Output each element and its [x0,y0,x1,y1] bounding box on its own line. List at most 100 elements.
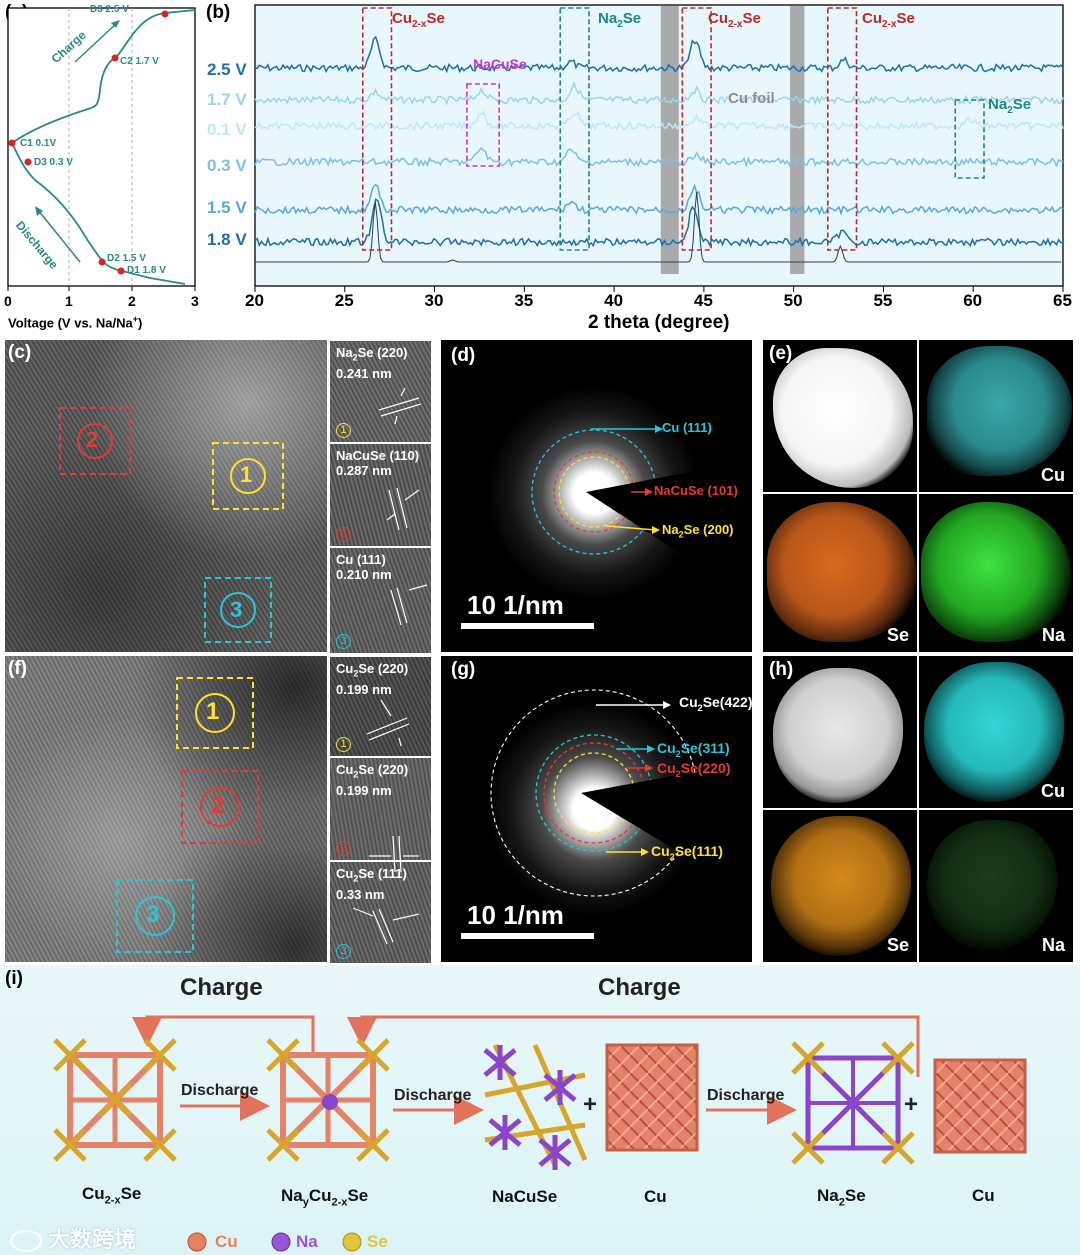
xrd-xtick-label-0: 20 [245,291,264,310]
f-region-2: 2 [211,792,225,819]
box-na2se-2 [954,99,985,179]
xrd-series-3 [254,146,1064,169]
label-c1-01v: C1 0.1V [20,138,57,149]
point-d2-15 [98,258,106,266]
f-inset-fringes [352,699,420,945]
c-region-1: 1 [240,462,253,487]
g-ring-311: Cu2Se(311) [657,740,730,759]
legend-cu-dot [187,1232,207,1252]
ann-cu-foil: Cu foil [728,90,775,107]
xrd-series-5 [254,198,1064,248]
scheme-label-cu-2: Cu [972,1186,995,1205]
c-inset-1: Na2Se (220) 0.241 nm 1 [329,340,432,443]
point-d3-03 [24,158,32,166]
scheme-discharge-3: Discharge [707,1087,785,1104]
panel-e-se-map: Se [763,494,917,652]
watermark: 大数跨境 [10,1222,136,1254]
panel-label-b: (b) [206,2,231,23]
scheme-charge-1: Charge [180,974,263,1001]
scheme-discharge-1: Discharge [181,1082,259,1099]
xrd-chart [254,4,1064,292]
a-xtick-2: 2 [128,293,136,309]
a-xtick-1: 1 [65,293,73,309]
c-inset-1-num: 1 [336,423,351,438]
panel-h-cu-map: Cu [919,656,1073,808]
a-xtick-3: 3 [191,293,199,309]
scheme-label-na2se: Na2Se [817,1186,866,1209]
label-d3-25v: D3 2.5 V [90,4,129,15]
cu-foil-band [790,6,805,274]
d-scale-label: 10 1/nm [467,590,564,620]
f-inset-3-num: 3 [336,944,351,959]
f-inset-3: Cu2Se (111) 0.33 nm 3 [329,861,432,964]
f-region-1: 1 [206,698,220,725]
f-inset-1-num: 1 [336,737,351,752]
scheme-plus-2: + [904,1091,919,1118]
c-inset-3: Cu (111) 0.210 nm 3 [329,547,432,654]
h-map-se: Se [886,935,909,955]
d-ring-na2se200: Na2Se (200) [662,522,734,540]
crystal-nacuse [483,1043,588,1170]
xrd-xtick-label-1: 25 [334,291,354,310]
scheme-label-cu-1: Cu [644,1187,667,1206]
crystal-cu-1 [605,1043,699,1152]
label-d3-03v: D3 0.3 V [34,157,73,168]
crystal-cu2xse [53,1038,177,1162]
c-region-3: 3 [230,597,243,622]
panel-h-na-map: Na [919,810,1073,962]
xrd-series-4 [254,183,1064,216]
box-na2se-1 [559,7,590,251]
panel-e-cu-map: Cu [919,340,1073,492]
ann-cu2xse-3: Cu2-xSe [862,10,915,30]
scheme-label-nacuse: NaCuSe [492,1187,558,1206]
legend-na-dot [271,1232,291,1252]
panel-label-e: (e) [769,343,793,364]
e-map-cu: Cu [1041,465,1065,485]
point-c1-01 [8,139,16,147]
point-d1-18 [117,267,125,275]
panel-g-saed: (g) Cu2Se(422) Cu2Se(311) Cu2Se(220) Cu2… [441,656,752,962]
label-d1-18v: D1 1.8 V [127,265,166,276]
e-map-se: Se [886,625,909,645]
panel-a-voltage-profile [7,7,196,291]
xrd-xaxis-label: 2 theta (degree) [588,312,730,333]
xrd-xtick-label-3: 35 [514,291,534,310]
xrd-xtick-label-8: 60 [963,291,983,310]
xrd-series-label-1: 1.7 V [207,90,247,109]
g-ring-220: Cu2Se(220) [657,760,731,779]
scheme-plus-1: + [583,1091,598,1118]
xrd-xtick-label-6: 50 [783,291,803,310]
panel-label-i: (i) [5,968,23,989]
panel-label-f: (f) [8,658,27,679]
panel-label-g: (g) [451,659,476,680]
c-region-2: 2 [86,427,99,452]
panel-e-haadf: (e) [763,340,917,492]
xrd-series-label-5: 1.8 V [207,230,247,249]
ann-nacuse: NaCuSe [473,56,527,72]
panel-c-hrtem [5,340,327,652]
a-xtick-0: 0 [4,293,12,309]
scheme-label-naycu2xse: NayCu2-xSe [281,1186,369,1209]
panel-d-saed: (d) Cu (111) NaCuSe (101) Na2Se (200) 10… [441,340,752,652]
watermark-text: 大数跨境 [48,1227,137,1252]
g-scale-label: 10 1/nm [467,900,564,930]
point-c2-17 [111,54,119,62]
xrd-xtick-label-2: 30 [424,291,444,310]
cu-foil-band [660,6,679,274]
legend-na-label: Na [296,1232,318,1251]
label-d2-15v: D2 1.5 V [107,253,146,264]
f-inset-1: Cu2Se (220) 0.199 nm 1 [329,656,432,757]
xrd-series-label-0: 2.5 V [207,60,247,79]
xrd-series-label-2: 0.1 V [207,120,247,139]
legend-se-dot [342,1232,362,1252]
xrd-series-label-4: 1.5 V [207,198,247,217]
xrd-series-label-3: 0.3 V [207,156,247,175]
panel-label-d: (d) [451,345,476,366]
d-ring-nacuse101: NaCuSe (101) [654,483,738,498]
xrd-xtick-label-5: 45 [693,291,713,310]
box-cu2xse-2 [681,7,712,251]
xrd-reference-pattern [255,191,1062,263]
xrd-series-2 [254,110,1064,132]
panel-h-se-map: Se [763,810,917,962]
panel-f-regions [116,677,259,953]
